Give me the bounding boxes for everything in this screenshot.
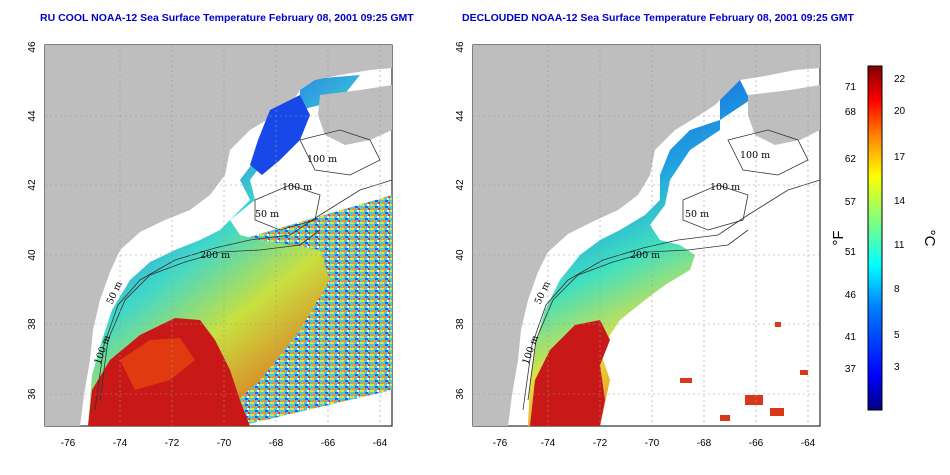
left-lon-ticks: -76 -74 -72 -70 -68 -66 -64 bbox=[61, 438, 388, 449]
left-lat-tick: 40 bbox=[27, 249, 38, 261]
right-lon-tick: -66 bbox=[749, 438, 764, 449]
left-lat-tick: 46 bbox=[27, 41, 38, 53]
celsius-tick: 14 bbox=[894, 196, 906, 207]
left-lon-tick: -74 bbox=[113, 438, 128, 449]
left-contour-label-200m: 200 m bbox=[200, 250, 230, 261]
fahrenheit-tick: 41 bbox=[845, 332, 857, 343]
left-lon-tick: -64 bbox=[373, 438, 388, 449]
colorbar-gradient bbox=[867, 65, 883, 411]
right-lat-tick: 44 bbox=[455, 110, 466, 122]
right-lat-tick: 46 bbox=[455, 41, 466, 53]
celsius-tick: 5 bbox=[894, 330, 900, 341]
left-land-mass bbox=[45, 45, 392, 426]
right-lon-tick: -72 bbox=[593, 438, 608, 449]
fahrenheit-unit-label: °F bbox=[830, 230, 847, 245]
celsius-tick: 20 bbox=[894, 106, 906, 117]
left-lat-ticks: 46 44 42 40 38 36 bbox=[27, 41, 38, 400]
right-map-panel: 100 m 100 m 50 m 200 m 50 m 100 m -76 -7… bbox=[455, 41, 821, 449]
right-lon-tick: -64 bbox=[801, 438, 816, 449]
left-contour-label-100m-a: 100 m bbox=[307, 154, 337, 165]
left-lat-tick: 38 bbox=[27, 318, 38, 330]
celsius-tick: 3 bbox=[894, 362, 900, 373]
right-lat-tick: 40 bbox=[455, 249, 466, 261]
left-lat-tick: 42 bbox=[27, 179, 38, 191]
right-nova-scotia bbox=[748, 85, 820, 145]
right-panel-title: DECLOUDED NOAA-12 Sea Surface Temperatur… bbox=[462, 12, 854, 24]
right-contour-label-200m: 200 m bbox=[630, 250, 660, 261]
fahrenheit-tick: 37 bbox=[845, 364, 857, 375]
right-lon-tick: -68 bbox=[697, 438, 712, 449]
fahrenheit-tick: 68 bbox=[845, 107, 857, 118]
right-lon-tick: -70 bbox=[645, 438, 660, 449]
right-lat-tick: 42 bbox=[455, 179, 466, 191]
right-lat-tick: 36 bbox=[455, 388, 466, 400]
left-lon-tick: -70 bbox=[217, 438, 232, 449]
right-grid bbox=[473, 45, 820, 426]
left-bathymetry-contours bbox=[94, 129, 392, 411]
right-contour-label-100m-a: 100 m bbox=[740, 150, 770, 161]
left-grid bbox=[45, 45, 392, 426]
right-land-mass bbox=[473, 45, 820, 426]
right-lon-tick: -74 bbox=[541, 438, 556, 449]
colorbar-fahrenheit-ticks: 71 68 62 57 51 46 41 37 bbox=[845, 82, 857, 375]
left-gulf-of-maine bbox=[250, 95, 310, 175]
left-lon-tick: -68 bbox=[269, 438, 284, 449]
left-lon-tick: -76 bbox=[61, 438, 76, 449]
left-lon-tick: -66 bbox=[321, 438, 336, 449]
fahrenheit-tick: 62 bbox=[845, 154, 857, 165]
right-lat-ticks: 46 44 42 40 38 36 bbox=[455, 41, 466, 400]
left-lon-tick: -72 bbox=[165, 438, 180, 449]
right-contour-label-100m-b: 100 m bbox=[710, 182, 740, 193]
left-map-panel: 100 m 100 m 50 m 200 m 50 m 100 m -76 -7… bbox=[27, 41, 393, 449]
right-lat-tick: 38 bbox=[455, 318, 466, 330]
colorbar: 71 68 62 57 51 46 41 37 22 20 17 14 11 8… bbox=[830, 65, 938, 411]
left-contour-label-100m-b: 100 m bbox=[282, 182, 312, 193]
fahrenheit-tick: 57 bbox=[845, 197, 857, 208]
right-contour-label-50m: 50 m bbox=[685, 209, 709, 220]
fahrenheit-tick: 46 bbox=[845, 290, 857, 301]
celsius-tick: 22 bbox=[894, 74, 906, 85]
celsius-tick: 11 bbox=[894, 240, 905, 251]
left-gulf-stream-core bbox=[120, 338, 195, 390]
celsius-unit-label: °C bbox=[921, 230, 938, 247]
left-panel-title: RU COOL NOAA-12 Sea Surface Temperature … bbox=[40, 12, 414, 24]
left-contour-label-50m: 50 m bbox=[255, 209, 279, 220]
colorbar-celsius-ticks: 22 20 17 14 11 8 5 3 bbox=[894, 74, 906, 373]
left-lat-tick: 36 bbox=[27, 388, 38, 400]
celsius-tick: 8 bbox=[894, 284, 900, 295]
left-lat-tick: 44 bbox=[27, 110, 38, 122]
fahrenheit-tick: 51 bbox=[845, 247, 857, 258]
right-gulf-stream bbox=[530, 320, 610, 426]
right-warm-eddies bbox=[680, 322, 808, 421]
left-nova-scotia bbox=[318, 85, 392, 145]
right-lon-tick: -76 bbox=[493, 438, 508, 449]
right-lon-ticks: -76 -74 -72 -70 -68 -66 -64 bbox=[493, 438, 816, 449]
celsius-tick: 17 bbox=[894, 152, 906, 163]
fahrenheit-tick: 71 bbox=[845, 82, 857, 93]
